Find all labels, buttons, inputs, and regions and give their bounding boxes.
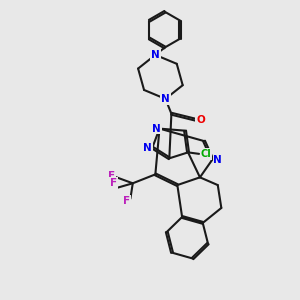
Text: F: F [123,196,130,206]
Text: Cl: Cl [200,149,211,159]
Text: N: N [213,154,222,164]
Text: N: N [143,142,152,153]
Text: O: O [196,115,205,125]
Text: N: N [152,124,161,134]
Text: N: N [151,50,160,60]
Text: N: N [161,94,170,104]
Text: F: F [110,178,117,188]
Text: F: F [108,171,116,181]
